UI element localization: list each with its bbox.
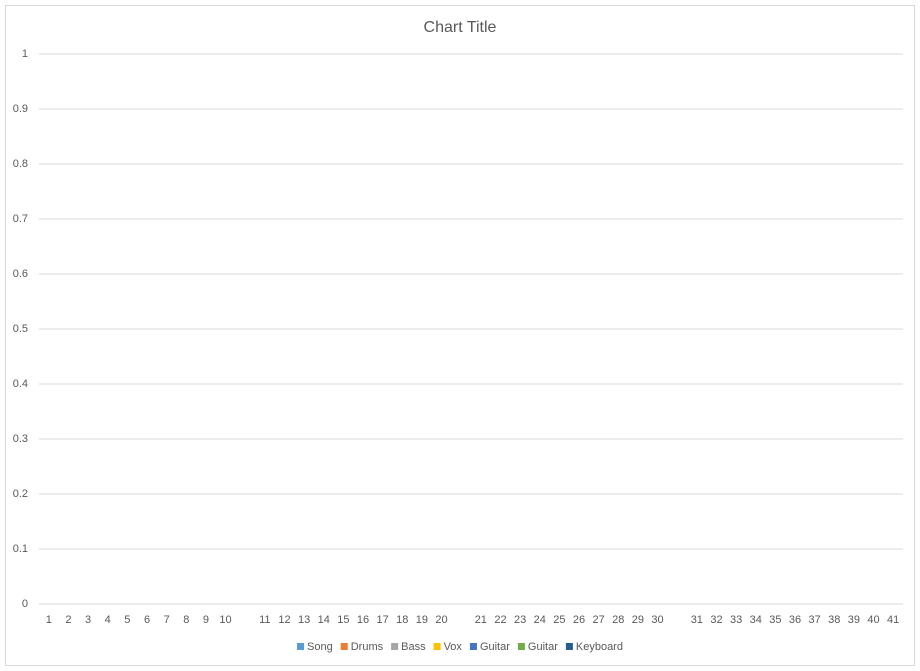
- x-tick-label: 21: [475, 614, 487, 626]
- y-tick-label: 0.3: [13, 433, 28, 445]
- x-tick-label: 14: [318, 614, 330, 626]
- x-tick-label: 26: [573, 614, 585, 626]
- x-tick-label: 33: [730, 614, 742, 626]
- x-tick-label: 11: [259, 614, 270, 626]
- x-tick-label: 7: [164, 614, 170, 626]
- x-tick-label: 3: [85, 614, 91, 626]
- x-tick-label: 8: [183, 614, 189, 626]
- x-tick-label: 40: [867, 614, 879, 626]
- x-tick-label: 30: [651, 614, 663, 626]
- x-tick-label: 28: [612, 614, 624, 626]
- chart-border: [5, 5, 915, 666]
- y-tick-label: 0.4: [13, 378, 28, 390]
- y-tick-label: 1: [22, 48, 28, 60]
- x-tick-label: 23: [514, 614, 526, 626]
- y-tick-label: 0.1: [13, 543, 28, 555]
- legend-swatch: [517, 643, 525, 650]
- legend-swatch: [391, 643, 399, 650]
- chart-title: Chart Title: [424, 19, 497, 36]
- legend-label: Bass: [401, 641, 426, 653]
- legend-label: Keyboard: [576, 641, 623, 653]
- y-tick-label: 0.5: [13, 323, 28, 335]
- x-tick-label: 27: [593, 614, 605, 626]
- x-tick-label: 37: [809, 614, 821, 626]
- x-tick-label: 18: [396, 614, 408, 626]
- x-tick-label: 39: [848, 614, 860, 626]
- x-tick-label: 2: [65, 614, 71, 626]
- y-tick-label: 0.8: [13, 158, 28, 170]
- y-tick-label: 0: [22, 598, 28, 610]
- y-tick-label: 0.7: [13, 213, 28, 225]
- x-tick-label: 16: [357, 614, 369, 626]
- legend-swatch: [297, 643, 305, 650]
- x-tick-label: 1: [46, 614, 52, 626]
- x-tick-label: 20: [435, 614, 447, 626]
- x-tick-label: 41: [887, 614, 899, 626]
- x-tick-label: 22: [494, 614, 506, 626]
- x-tick-label: 9: [203, 614, 209, 626]
- x-tick-label: 25: [553, 614, 565, 626]
- x-tick-label: 29: [632, 614, 644, 626]
- legend-swatch: [340, 643, 348, 650]
- legend-label: Guitar: [528, 641, 558, 653]
- x-tick-label: 6: [144, 614, 150, 626]
- x-tick-label: 10: [219, 614, 231, 626]
- legend-label: Drums: [351, 641, 384, 653]
- x-tick-label: 36: [789, 614, 801, 626]
- y-tick-label: 0.6: [13, 268, 28, 280]
- x-tick-label: 17: [377, 614, 389, 626]
- legend-swatch: [469, 643, 477, 650]
- x-tick-label: 19: [416, 614, 428, 626]
- legend-swatch: [565, 643, 573, 650]
- x-tick-label: 12: [278, 614, 290, 626]
- x-tick-label: 13: [298, 614, 310, 626]
- x-tick-label: 35: [769, 614, 781, 626]
- x-tick-label: 5: [124, 614, 130, 626]
- legend-label: Song: [307, 641, 333, 653]
- x-tick-label: 31: [691, 614, 703, 626]
- y-tick-label: 0.2: [13, 488, 28, 500]
- legend-swatch: [433, 643, 441, 650]
- x-tick-label: 4: [105, 614, 111, 626]
- x-tick-label: 24: [534, 614, 546, 626]
- x-tick-label: 34: [750, 614, 762, 626]
- x-tick-label: 15: [337, 614, 349, 626]
- x-tick-label: 38: [828, 614, 840, 626]
- legend-label: Guitar: [480, 641, 510, 653]
- x-tick-label: 32: [710, 614, 722, 626]
- legend-label: Vox: [444, 641, 463, 653]
- y-tick-label: 0.9: [13, 103, 28, 115]
